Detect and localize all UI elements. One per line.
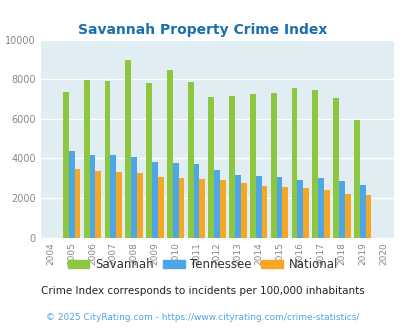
Bar — [116, 172, 122, 238]
Bar — [151, 162, 158, 238]
Bar — [104, 81, 110, 238]
Bar — [270, 93, 276, 238]
Bar — [75, 169, 80, 238]
Bar — [234, 175, 240, 238]
Bar — [83, 80, 90, 238]
Bar — [193, 164, 199, 238]
Bar — [344, 194, 350, 238]
Bar — [110, 155, 116, 238]
Bar — [359, 185, 364, 238]
Bar — [297, 180, 303, 238]
Bar — [291, 88, 297, 238]
Bar — [323, 190, 329, 238]
Bar — [333, 98, 338, 238]
Bar — [353, 120, 359, 238]
Bar — [187, 82, 193, 238]
Bar — [311, 90, 318, 238]
Bar — [125, 60, 131, 238]
Bar — [172, 163, 178, 238]
Bar — [318, 178, 323, 238]
Bar — [276, 177, 282, 238]
Bar — [69, 151, 75, 238]
Bar — [158, 177, 163, 238]
Legend: Savannah, Tennessee, National: Savannah, Tennessee, National — [63, 253, 342, 276]
Bar — [95, 171, 101, 238]
Text: © 2025 CityRating.com - https://www.cityrating.com/crime-statistics/: © 2025 CityRating.com - https://www.city… — [46, 313, 359, 322]
Bar — [303, 188, 308, 238]
Bar — [208, 97, 214, 238]
Bar — [63, 92, 69, 238]
Bar — [261, 186, 267, 238]
Bar — [338, 181, 344, 238]
Bar — [178, 178, 184, 238]
Bar — [249, 94, 255, 238]
Bar — [220, 180, 225, 238]
Text: Savannah Property Crime Index: Savannah Property Crime Index — [78, 23, 327, 37]
Bar — [240, 183, 246, 238]
Bar — [131, 157, 136, 238]
Bar — [90, 155, 95, 238]
Bar — [229, 96, 234, 238]
Bar — [364, 195, 371, 238]
Bar — [136, 173, 143, 238]
Text: Crime Index corresponds to incidents per 100,000 inhabitants: Crime Index corresponds to incidents per… — [41, 286, 364, 296]
Bar — [146, 83, 151, 238]
Bar — [199, 179, 205, 238]
Bar — [214, 170, 220, 238]
Bar — [282, 187, 288, 238]
Bar — [255, 176, 261, 238]
Bar — [166, 70, 172, 238]
